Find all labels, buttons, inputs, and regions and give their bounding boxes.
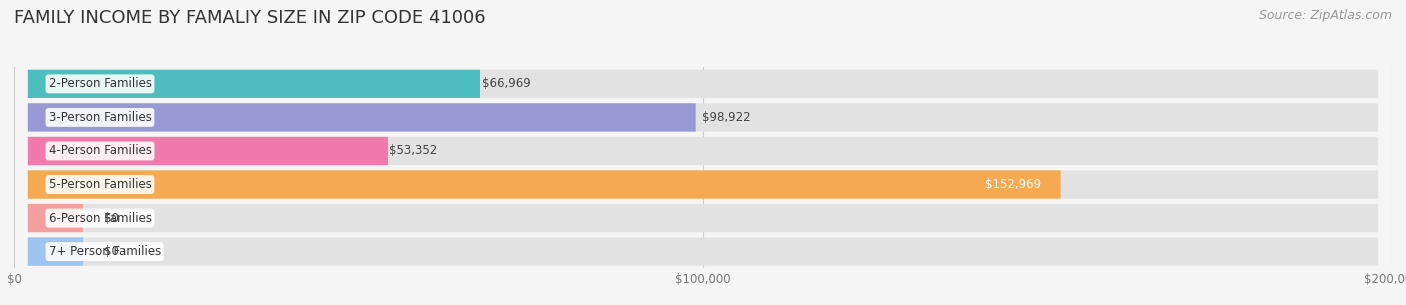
Text: $0: $0	[104, 212, 118, 224]
FancyBboxPatch shape	[28, 204, 83, 232]
FancyBboxPatch shape	[28, 238, 1378, 266]
Text: $53,352: $53,352	[388, 145, 437, 157]
FancyBboxPatch shape	[28, 70, 479, 98]
Text: 5-Person Families: 5-Person Families	[48, 178, 152, 191]
Text: 2-Person Families: 2-Person Families	[48, 77, 152, 90]
Text: $98,922: $98,922	[703, 111, 751, 124]
FancyBboxPatch shape	[28, 170, 1060, 199]
FancyBboxPatch shape	[28, 137, 388, 165]
Text: Source: ZipAtlas.com: Source: ZipAtlas.com	[1258, 9, 1392, 22]
Text: $66,969: $66,969	[482, 77, 531, 90]
Text: $0: $0	[104, 245, 118, 258]
FancyBboxPatch shape	[28, 137, 1378, 165]
Text: $152,969: $152,969	[986, 178, 1042, 191]
Text: 6-Person Families: 6-Person Families	[48, 212, 152, 224]
FancyBboxPatch shape	[28, 70, 1378, 98]
FancyBboxPatch shape	[28, 103, 1378, 131]
FancyBboxPatch shape	[28, 238, 83, 266]
Text: FAMILY INCOME BY FAMALIY SIZE IN ZIP CODE 41006: FAMILY INCOME BY FAMALIY SIZE IN ZIP COD…	[14, 9, 485, 27]
Text: 7+ Person Families: 7+ Person Families	[48, 245, 160, 258]
Text: 3-Person Families: 3-Person Families	[48, 111, 152, 124]
FancyBboxPatch shape	[28, 204, 1378, 232]
FancyBboxPatch shape	[28, 170, 1378, 199]
Text: 4-Person Families: 4-Person Families	[48, 145, 152, 157]
FancyBboxPatch shape	[28, 103, 696, 131]
